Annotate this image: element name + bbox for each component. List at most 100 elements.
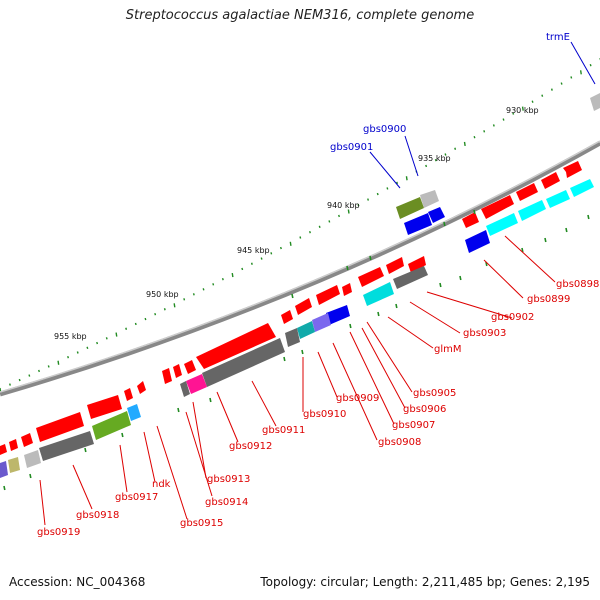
- scale-tick: [144, 317, 147, 321]
- scale-tick: [115, 332, 118, 337]
- gene-label-ndk[interactable]: ndk: [152, 479, 171, 490]
- gene-label-gbs0910[interactable]: gbs0910: [303, 409, 346, 420]
- cds-box[interactable]: [570, 179, 594, 197]
- gene-arrow[interactable]: [137, 381, 146, 394]
- gene-tick: [291, 293, 294, 299]
- cds-box[interactable]: [39, 431, 94, 461]
- scale-tick: [444, 153, 447, 156]
- gene-arrow[interactable]: [196, 323, 276, 369]
- gene-label-gbs0899[interactable]: gbs0899: [527, 294, 570, 305]
- scale-tick: [550, 88, 553, 91]
- gene-tick: [395, 303, 398, 309]
- gene-arrow[interactable]: [295, 298, 312, 315]
- gene-label-glmM[interactable]: glmM: [434, 344, 462, 355]
- gene-label-gbs0906[interactable]: gbs0906: [403, 404, 446, 415]
- gene-arrow[interactable]: [36, 412, 84, 442]
- gene-arrow[interactable]: [281, 310, 293, 324]
- cds-box[interactable]: [393, 266, 428, 289]
- gene-arrow[interactable]: [428, 207, 445, 223]
- cds-band: [0, 179, 594, 478]
- gene-arrow[interactable]: [87, 395, 122, 419]
- gene-box[interactable]: [396, 197, 424, 219]
- gene-arrow[interactable]: [408, 256, 426, 273]
- cds-box[interactable]: [202, 338, 285, 387]
- scale-tick: [183, 298, 186, 301]
- gene-arrow[interactable]: [316, 285, 340, 305]
- cds-box[interactable]: [363, 282, 394, 306]
- scale-label-955: 955 kbp: [54, 332, 87, 341]
- gene-arrow[interactable]: [386, 257, 404, 274]
- gene-arrow[interactable]: [342, 283, 352, 296]
- gene-arrow[interactable]: [162, 368, 172, 384]
- cds-box[interactable]: [297, 321, 315, 339]
- scale-tick: [376, 192, 379, 196]
- blue-leader-lines: [369, 41, 596, 189]
- gene-arrow[interactable]: [516, 183, 538, 201]
- scale-tick: [241, 267, 244, 271]
- gene-label-gbs0905[interactable]: gbs0905: [413, 388, 456, 399]
- gene-tick: [459, 275, 462, 281]
- scale-label-930: 930 kbp: [506, 106, 539, 115]
- gene-arrow[interactable]: [21, 433, 33, 447]
- gene-label-gbs0903[interactable]: gbs0903: [463, 328, 506, 339]
- gene-arrow[interactable]: [481, 195, 514, 219]
- gene-arrow[interactable]: [563, 161, 582, 178]
- gene-box[interactable]: [420, 190, 439, 208]
- cds-box[interactable]: [180, 381, 190, 397]
- gene-tick: [346, 265, 349, 271]
- scale-label-940: 940 kbp: [327, 201, 360, 210]
- gene-tick: [349, 323, 352, 329]
- gene-label-gbs0901[interactable]: gbs0901: [330, 142, 373, 153]
- gene-arrow[interactable]: [462, 212, 479, 228]
- scale-tick: [309, 230, 311, 234]
- gene-arrow[interactable]: [9, 439, 18, 451]
- gene-label-gbs0911[interactable]: gbs0911: [262, 425, 305, 436]
- scale-tick: [347, 209, 350, 214]
- gene-box[interactable]: [590, 93, 600, 111]
- gene-label-gbs0918[interactable]: gbs0918: [76, 510, 119, 521]
- scale-tick: [492, 124, 495, 127]
- gene-label-gbs0907[interactable]: gbs0907: [392, 420, 435, 431]
- scale-tick: [231, 272, 234, 278]
- cds-box[interactable]: [8, 457, 20, 473]
- cds-box[interactable]: [486, 213, 518, 236]
- gene-label-gbs0919[interactable]: gbs0919: [37, 527, 80, 538]
- gene-label-gbs0917[interactable]: gbs0917: [115, 492, 158, 503]
- gene-arrow[interactable]: [358, 267, 384, 287]
- gene-tick: [369, 255, 372, 261]
- cds-box[interactable]: [0, 461, 8, 478]
- scale-tick: [57, 360, 60, 365]
- scale-tick: [202, 288, 205, 291]
- gene-tick: [29, 473, 32, 479]
- gene-label-gbs0913[interactable]: gbs0913: [207, 474, 250, 485]
- gene-arrow[interactable]: [124, 388, 133, 401]
- cds-box[interactable]: [186, 374, 207, 394]
- reverse-strand-genes: [396, 93, 600, 235]
- cds-box[interactable]: [465, 230, 490, 253]
- gene-arrow[interactable]: [173, 364, 182, 378]
- genome-backbone: [0, 140, 600, 397]
- cds-box[interactable]: [326, 305, 350, 325]
- cds-box[interactable]: [24, 450, 41, 468]
- gene-arrow[interactable]: [184, 360, 196, 374]
- gene-label-gbs0908[interactable]: gbs0908: [378, 437, 421, 448]
- gene-label-gbs0909[interactable]: gbs0909: [336, 393, 379, 404]
- cds-box[interactable]: [312, 313, 331, 332]
- scale-tick: [318, 225, 321, 228]
- gene-arrow[interactable]: [404, 213, 432, 235]
- gene-label-gbs0902[interactable]: gbs0902: [491, 312, 534, 323]
- cds-box[interactable]: [518, 200, 546, 221]
- scale-tick: [570, 76, 573, 79]
- gene-label-gbs0898[interactable]: gbs0898: [556, 279, 599, 290]
- cds-box[interactable]: [546, 190, 570, 208]
- cds-box[interactable]: [92, 411, 131, 440]
- gene-label-gbs0914[interactable]: gbs0914: [205, 497, 248, 508]
- gene-label-gbs0900[interactable]: gbs0900: [363, 124, 406, 135]
- cds-box[interactable]: [127, 404, 141, 421]
- gene-arrow[interactable]: [541, 172, 560, 189]
- gene-label-gbs0915[interactable]: gbs0915: [180, 518, 223, 529]
- gene-label-gbs0912[interactable]: gbs0912: [229, 441, 272, 452]
- gene-label-trmE[interactable]: trmE: [546, 32, 570, 43]
- cds-box[interactable]: [285, 328, 300, 347]
- gene-arrow[interactable]: [0, 444, 7, 455]
